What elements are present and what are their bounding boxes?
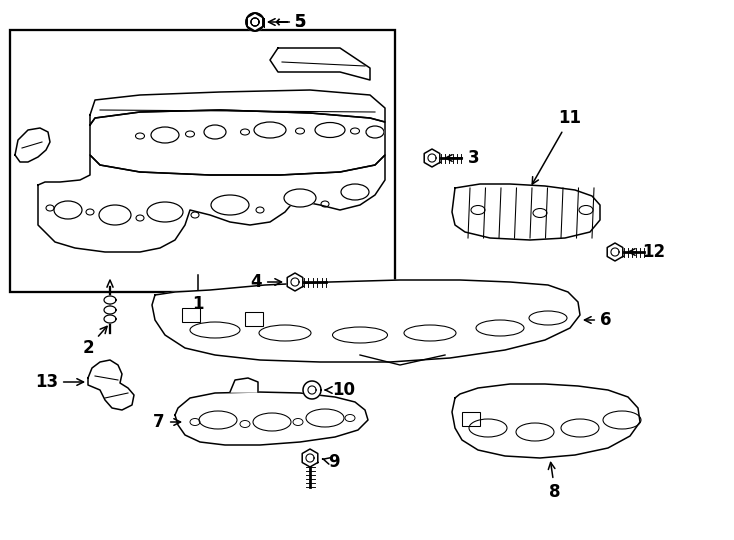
Text: 5: 5 [269, 13, 307, 31]
Polygon shape [270, 48, 370, 80]
Polygon shape [302, 449, 318, 467]
Ellipse shape [529, 311, 567, 325]
Polygon shape [230, 378, 258, 392]
Polygon shape [246, 13, 264, 31]
Bar [245, 312, 263, 326]
Polygon shape [303, 381, 321, 399]
Text: 1: 1 [192, 295, 204, 313]
Ellipse shape [476, 320, 524, 336]
Text: 10: 10 [325, 381, 355, 399]
Polygon shape [287, 273, 303, 291]
Ellipse shape [284, 189, 316, 207]
Ellipse shape [99, 205, 131, 225]
Polygon shape [104, 315, 116, 323]
Polygon shape [452, 184, 600, 240]
Polygon shape [90, 110, 385, 175]
Ellipse shape [341, 184, 369, 200]
Polygon shape [104, 296, 116, 304]
Bar [462, 412, 480, 426]
Polygon shape [15, 128, 50, 162]
Text: 9: 9 [322, 453, 340, 471]
Polygon shape [246, 13, 264, 31]
Polygon shape [152, 280, 580, 362]
Polygon shape [607, 243, 622, 261]
Polygon shape [38, 155, 385, 252]
Polygon shape [247, 13, 263, 31]
Text: 3: 3 [446, 149, 479, 167]
Ellipse shape [366, 126, 384, 138]
Ellipse shape [259, 325, 311, 341]
Text: 4: 4 [250, 273, 282, 291]
Text: 6: 6 [584, 311, 611, 329]
Text: 2: 2 [82, 326, 107, 357]
Polygon shape [424, 149, 440, 167]
Text: 12: 12 [628, 243, 665, 261]
Ellipse shape [254, 122, 286, 138]
Text: 8: 8 [548, 462, 561, 501]
Bar [182, 308, 200, 322]
Text: ← 5: ← 5 [275, 13, 306, 31]
Text: 13: 13 [35, 373, 84, 391]
Ellipse shape [54, 201, 82, 219]
Ellipse shape [211, 195, 249, 215]
Bar [10, 30, 395, 292]
Ellipse shape [404, 325, 456, 341]
Ellipse shape [151, 127, 179, 143]
Polygon shape [452, 384, 640, 458]
Polygon shape [104, 306, 116, 314]
Polygon shape [88, 360, 134, 410]
Polygon shape [90, 90, 385, 125]
Text: 7: 7 [153, 413, 181, 431]
Ellipse shape [147, 202, 183, 222]
Ellipse shape [315, 123, 345, 138]
Text: 11: 11 [532, 109, 581, 184]
Ellipse shape [190, 322, 240, 338]
Polygon shape [175, 392, 368, 445]
Ellipse shape [204, 125, 226, 139]
Ellipse shape [333, 327, 388, 343]
